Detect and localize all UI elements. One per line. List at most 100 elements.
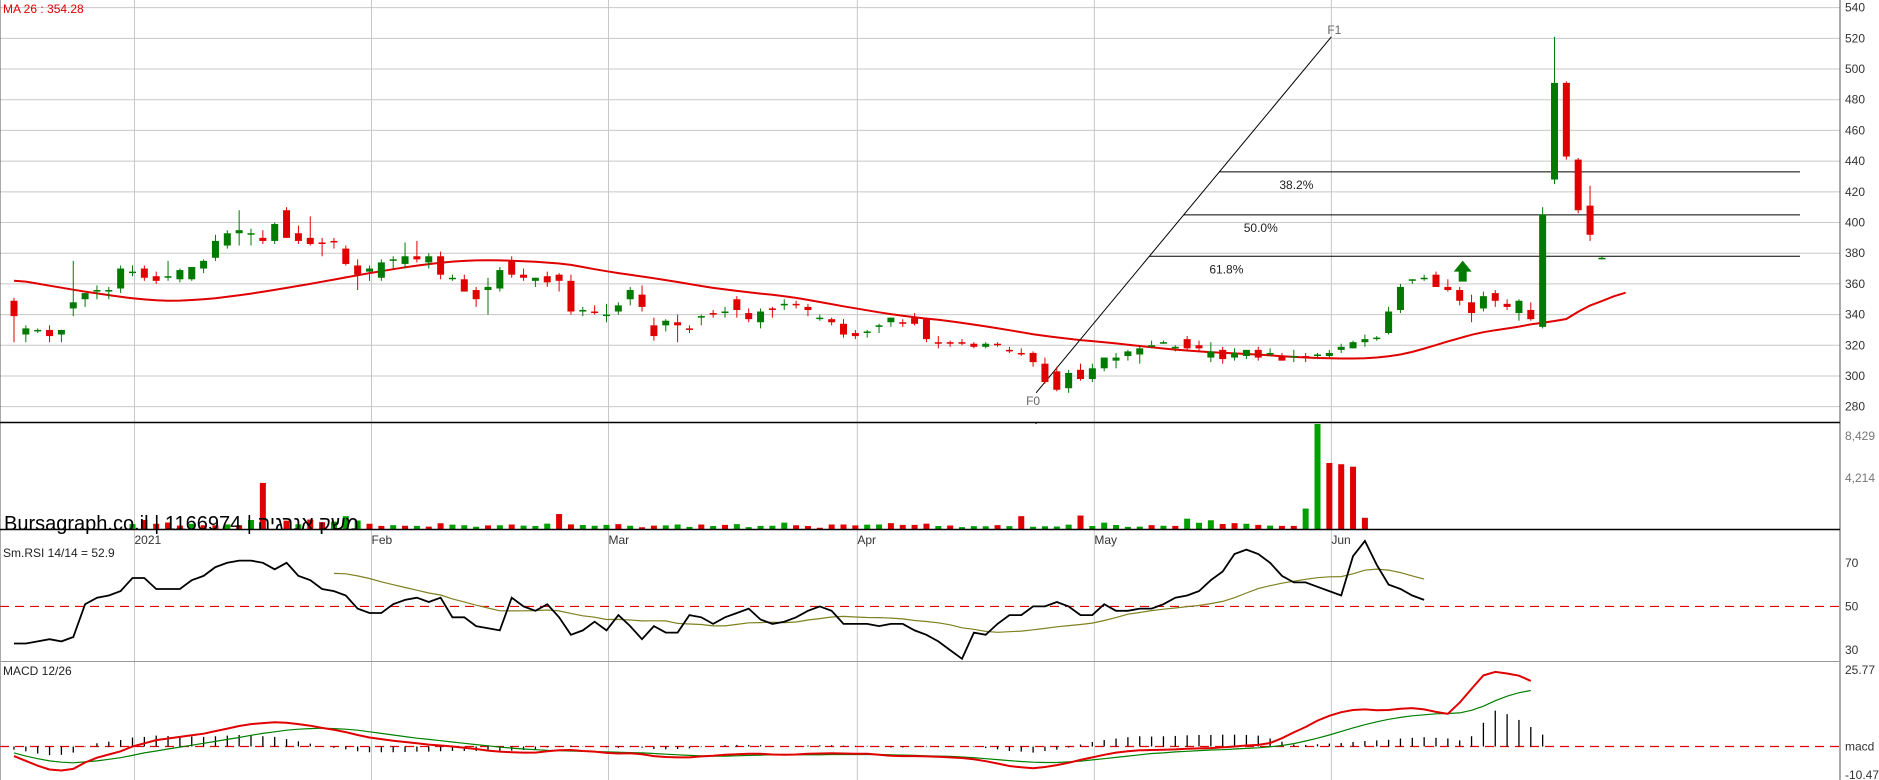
volume-bar — [1231, 523, 1238, 529]
candle-body — [555, 274, 563, 281]
candle-body — [1586, 205, 1594, 235]
price-tick-label: 300 — [1845, 369, 1865, 383]
candle-body — [768, 308, 776, 310]
candle-body — [484, 286, 492, 291]
candle-body — [330, 240, 338, 243]
candle-body — [413, 256, 421, 260]
candle-body — [1148, 345, 1156, 347]
volume-bar — [1326, 462, 1333, 529]
candle-body — [117, 268, 125, 289]
volume-bar — [485, 525, 491, 529]
candle-body — [816, 317, 824, 320]
volume-bar — [520, 525, 527, 529]
volume-bar — [650, 525, 657, 529]
candle-body — [567, 280, 575, 312]
volume-bar — [828, 524, 835, 529]
candle-body — [851, 332, 859, 337]
volume-bar — [603, 524, 610, 529]
candle-body — [69, 302, 77, 309]
volume-bar — [591, 525, 598, 529]
volume-bar — [1089, 526, 1096, 529]
volume-bar — [342, 516, 349, 529]
candle-body — [508, 260, 516, 275]
volume-bar — [1041, 526, 1048, 529]
candle-body — [176, 270, 184, 280]
volume-bar — [1160, 525, 1167, 529]
candle-body — [460, 279, 468, 292]
candle-body — [283, 210, 291, 238]
macd-title: MACD 12/26 — [3, 664, 72, 678]
month-label: 2021 — [135, 533, 162, 547]
candle-body — [922, 319, 930, 340]
volume-bar — [330, 521, 337, 529]
price-tick-label: 400 — [1845, 216, 1865, 230]
month-label: Mar — [609, 533, 630, 547]
candle-body — [721, 311, 729, 314]
candle-body — [1468, 302, 1476, 314]
volume-bar — [804, 526, 811, 529]
candle-body — [650, 325, 658, 337]
candle-body — [1266, 352, 1274, 355]
volume-bar — [722, 524, 728, 529]
volume-bar — [212, 525, 219, 529]
candle-body — [1325, 352, 1333, 357]
volume-bar — [816, 527, 823, 529]
candle-body — [792, 303, 800, 306]
macd-line — [13, 670, 1532, 772]
volume-tick-label: 8,429 — [1845, 429, 1875, 443]
candle-body — [1159, 342, 1167, 344]
volume-bar — [354, 520, 361, 529]
volume-bar — [224, 524, 231, 529]
volume-bar — [1148, 525, 1155, 529]
candle-body — [982, 343, 990, 347]
candle-body — [188, 267, 196, 280]
candle-body — [1539, 214, 1547, 327]
volume-bar — [556, 514, 563, 529]
candle-body — [1219, 349, 1227, 360]
rsi-panel — [0, 539, 1840, 661]
price-tick-label: 520 — [1845, 31, 1865, 45]
fib-level-label: 38.2% — [1279, 178, 1313, 192]
candle-body — [306, 237, 314, 244]
candle-body — [129, 271, 136, 274]
candle-body — [223, 233, 231, 246]
candle-body — [1373, 337, 1381, 340]
volume-bar — [319, 522, 326, 529]
candle-body — [626, 290, 634, 300]
fib-level-label: 50.0% — [1244, 221, 1278, 235]
watermark: Bursagraph.co.il | 1166974 | משק אנרגיה — [4, 513, 359, 535]
month-label: May — [1094, 533, 1117, 547]
candle-body — [46, 329, 54, 337]
candle-body — [899, 322, 907, 324]
volume-bar — [674, 524, 681, 529]
volume-bar — [378, 525, 385, 529]
candle-body — [200, 260, 208, 269]
candle-body — [496, 270, 504, 289]
candle-body — [377, 262, 385, 278]
volume-bar — [165, 522, 172, 529]
volume-bar — [1267, 525, 1274, 529]
candle-body — [140, 268, 148, 278]
candle-body — [1314, 354, 1321, 357]
candle-body — [828, 319, 836, 323]
candle-body — [354, 265, 362, 275]
price-tick-label: 380 — [1845, 246, 1865, 260]
volume-bar — [236, 525, 243, 529]
candle-body — [970, 343, 978, 347]
candle-body — [425, 256, 433, 263]
candle-body — [840, 323, 847, 335]
volume-bar — [141, 520, 148, 529]
volume-bar — [283, 520, 290, 529]
volume-bar — [425, 526, 432, 529]
volume-bar — [176, 525, 183, 529]
candle-body — [437, 256, 445, 275]
volume-bar — [1172, 525, 1179, 529]
volume-bar — [1184, 518, 1191, 529]
volume-bar — [899, 524, 906, 529]
volume-bar — [413, 525, 420, 529]
volume-bar — [852, 525, 859, 529]
rsi-tick-label: 50 — [1845, 599, 1859, 613]
volume-bar — [733, 524, 740, 529]
